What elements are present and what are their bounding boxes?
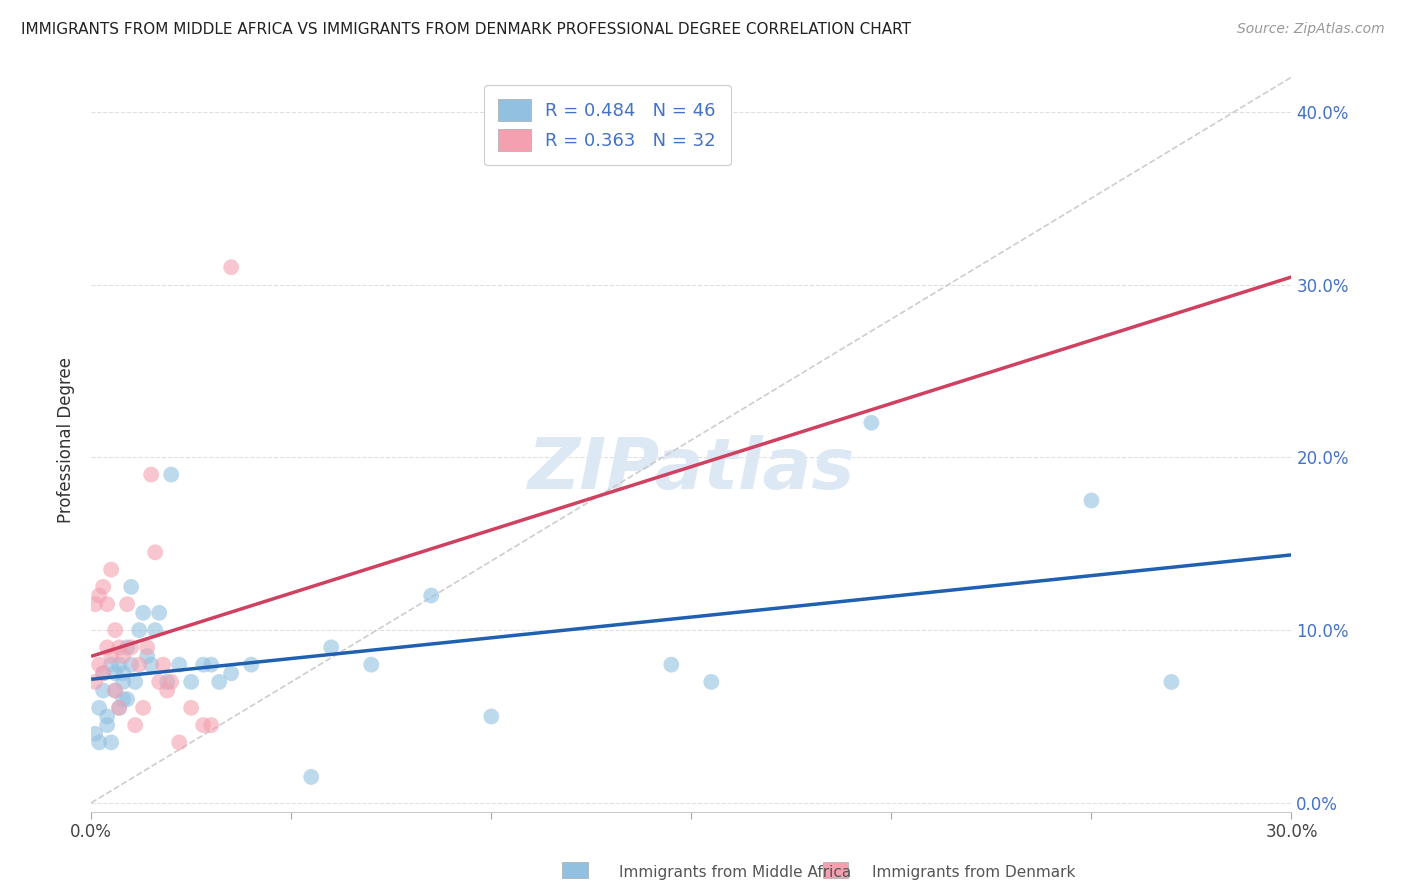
Point — [120, 640, 142, 655]
Point — [208, 674, 231, 689]
Point — [143, 545, 166, 559]
Point — [115, 597, 138, 611]
Point — [84, 597, 107, 611]
Point — [700, 674, 723, 689]
Point — [860, 416, 883, 430]
Point — [108, 701, 131, 715]
Point — [112, 648, 135, 663]
Point — [420, 589, 443, 603]
Point — [321, 640, 343, 655]
Point — [112, 674, 135, 689]
Point — [124, 674, 146, 689]
Point — [96, 640, 118, 655]
Point — [84, 674, 107, 689]
Point — [152, 657, 174, 672]
Point — [96, 597, 118, 611]
Point — [120, 657, 142, 672]
Point — [148, 606, 170, 620]
Point — [148, 674, 170, 689]
Point — [104, 683, 127, 698]
Point — [108, 657, 131, 672]
Point — [219, 666, 242, 681]
Point — [120, 580, 142, 594]
Point — [167, 657, 190, 672]
Point — [156, 674, 179, 689]
Point — [124, 718, 146, 732]
Point — [89, 701, 111, 715]
Point — [219, 260, 242, 275]
Point — [167, 735, 190, 749]
Point — [1160, 674, 1182, 689]
Point — [91, 580, 114, 594]
Y-axis label: Professional Degree: Professional Degree — [58, 357, 75, 523]
Point — [100, 735, 122, 749]
Point — [193, 657, 215, 672]
Point — [89, 735, 111, 749]
Point — [240, 657, 263, 672]
Point — [299, 770, 322, 784]
Text: Immigrants from Middle Africa: Immigrants from Middle Africa — [619, 865, 851, 880]
Point — [132, 701, 155, 715]
Point — [100, 648, 122, 663]
Point — [160, 467, 183, 482]
Point — [91, 683, 114, 698]
Legend: R = 0.484   N = 46, R = 0.363   N = 32: R = 0.484 N = 46, R = 0.363 N = 32 — [484, 85, 731, 165]
Point — [89, 589, 111, 603]
Point — [104, 623, 127, 637]
Point — [115, 692, 138, 706]
Point — [132, 606, 155, 620]
Point — [89, 657, 111, 672]
Point — [156, 683, 179, 698]
Point — [96, 709, 118, 723]
Point — [200, 657, 222, 672]
Point — [112, 666, 135, 681]
Point — [128, 623, 150, 637]
Point — [115, 640, 138, 655]
Point — [91, 666, 114, 681]
Point — [180, 701, 202, 715]
Bar — [823, 862, 848, 878]
Point — [200, 718, 222, 732]
Point — [193, 718, 215, 732]
Point — [136, 648, 159, 663]
Point — [136, 640, 159, 655]
Point — [479, 709, 502, 723]
Text: Source: ZipAtlas.com: Source: ZipAtlas.com — [1237, 22, 1385, 37]
Point — [96, 718, 118, 732]
Point — [141, 467, 163, 482]
Point — [141, 657, 163, 672]
Point — [1080, 493, 1102, 508]
Point — [360, 657, 382, 672]
Point — [100, 563, 122, 577]
Point — [91, 666, 114, 681]
Text: ZIPatlas: ZIPatlas — [527, 435, 855, 504]
Point — [108, 640, 131, 655]
Point — [104, 683, 127, 698]
Text: Immigrants from Denmark: Immigrants from Denmark — [872, 865, 1076, 880]
Point — [180, 674, 202, 689]
Text: IMMIGRANTS FROM MIDDLE AFRICA VS IMMIGRANTS FROM DENMARK PROFESSIONAL DEGREE COR: IMMIGRANTS FROM MIDDLE AFRICA VS IMMIGRA… — [21, 22, 911, 37]
Point — [100, 657, 122, 672]
Point — [84, 727, 107, 741]
Point — [143, 623, 166, 637]
Bar — [562, 862, 588, 878]
Point — [108, 701, 131, 715]
Point — [104, 666, 127, 681]
Point — [160, 674, 183, 689]
Point — [112, 692, 135, 706]
Point — [128, 657, 150, 672]
Point — [659, 657, 682, 672]
